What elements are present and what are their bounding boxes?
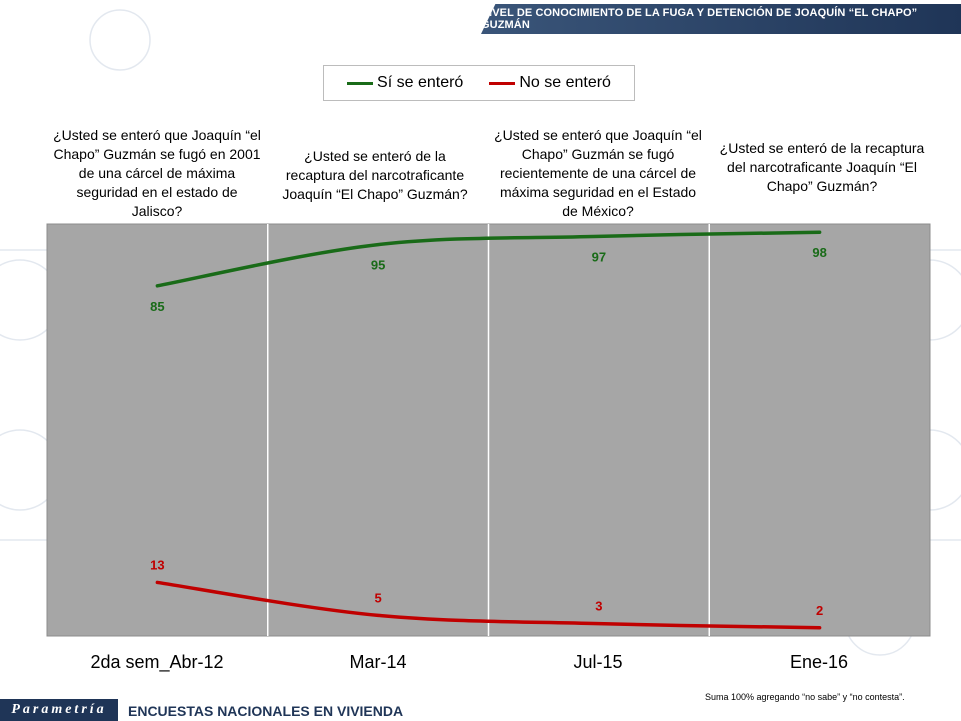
footer-text: ENCUESTAS NACIONALES EN VIVIENDA: [128, 703, 404, 719]
legend-item-si: Sí se enteró: [347, 74, 463, 92]
footnote: Suma 100% agregando “no sabe” y “no cont…: [705, 692, 905, 702]
question-3: ¿Usted se enteró que Joaquín “el Chapo” …: [494, 127, 702, 219]
data-label: 95: [371, 258, 385, 273]
data-label: 13: [150, 557, 164, 572]
question-1: ¿Usted se enteró que Joaquín “el Chapo” …: [53, 127, 261, 219]
legend-label-no: No se enteró: [519, 74, 611, 91]
question-4: ¿Usted se enteró de la recaptura del nar…: [719, 140, 925, 194]
data-label: 2: [816, 603, 823, 618]
question-2: ¿Usted se enteró de la recaptura del nar…: [282, 148, 468, 202]
x-tick-label: 2da sem_Abr-12: [90, 652, 224, 672]
data-label: 98: [812, 245, 826, 260]
data-label: 85: [150, 299, 164, 314]
series-line-si: [155, 230, 822, 288]
x-tick-label: Jul-15: [573, 652, 623, 672]
title-banner: NIVEL DE CONOCIMIENTO DE LA FUGA Y DETEN…: [481, 4, 961, 34]
page-title: NIVEL DE CONOCIMIENTO DE LA FUGA Y DETEN…: [481, 7, 918, 31]
x-tick-label: Mar-14: [349, 652, 407, 672]
x-tick-label: Ene-16: [789, 652, 849, 672]
data-label: 3: [595, 599, 602, 614]
data-label: 5: [375, 590, 382, 605]
legend-swatch-no: [489, 81, 516, 85]
chart-legend: Sí se enteró No se enteró: [323, 65, 635, 101]
legend-label-si: Sí se enteró: [377, 74, 464, 91]
series-line-no: [155, 580, 822, 630]
data-label: 97: [592, 249, 606, 264]
legend-swatch-si: [347, 81, 374, 85]
legend-item-no: No se enteró: [489, 74, 611, 92]
brand-logo: Parametría: [0, 699, 118, 721]
